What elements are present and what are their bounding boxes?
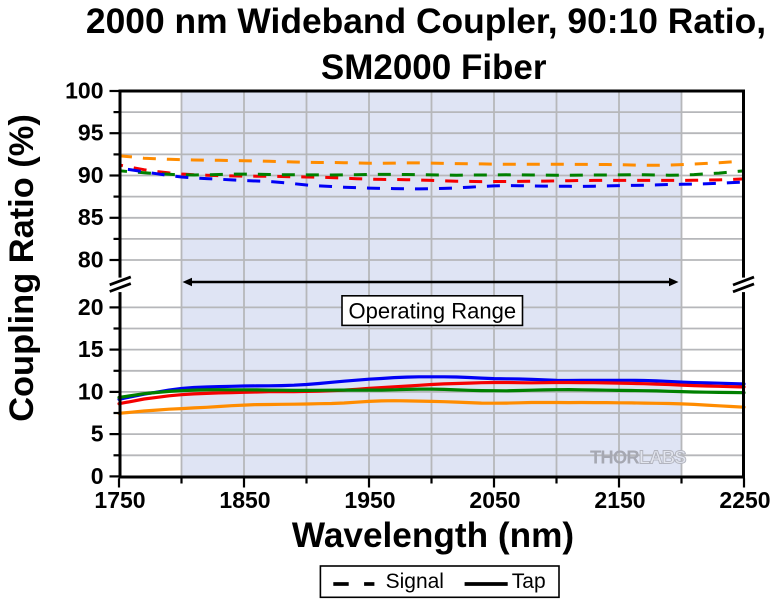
svg-text:SM2000 Fiber: SM2000 Fiber: [321, 48, 547, 87]
svg-text:85: 85: [78, 204, 104, 230]
svg-text:2050: 2050: [469, 487, 520, 513]
svg-text:10: 10: [78, 378, 104, 404]
svg-text:1950: 1950: [344, 487, 395, 513]
svg-text:1750: 1750: [94, 487, 145, 513]
svg-text:2150: 2150: [594, 487, 645, 513]
svg-text:Tap: Tap: [512, 570, 546, 593]
svg-text:Operating Range: Operating Range: [349, 299, 517, 324]
svg-text:0: 0: [91, 463, 104, 489]
svg-text:2250: 2250: [719, 487, 770, 513]
svg-text:Wavelength (nm): Wavelength (nm): [292, 516, 574, 555]
svg-text:90: 90: [78, 162, 104, 188]
svg-text:Signal: Signal: [386, 570, 444, 593]
svg-text:THORLABS: THORLABS: [590, 447, 686, 468]
svg-text:15: 15: [78, 336, 104, 362]
svg-text:100: 100: [65, 77, 103, 103]
svg-text:5: 5: [91, 421, 104, 447]
svg-text:Coupling Ratio (%): Coupling Ratio (%): [3, 114, 41, 422]
svg-text:2000 nm Wideband Coupler, 90:1: 2000 nm Wideband Coupler, 90:10 Ratio,: [86, 1, 766, 41]
svg-text:80: 80: [78, 246, 104, 272]
svg-text:20: 20: [78, 294, 104, 320]
svg-text:95: 95: [78, 120, 104, 146]
svg-text:1850: 1850: [219, 487, 270, 513]
